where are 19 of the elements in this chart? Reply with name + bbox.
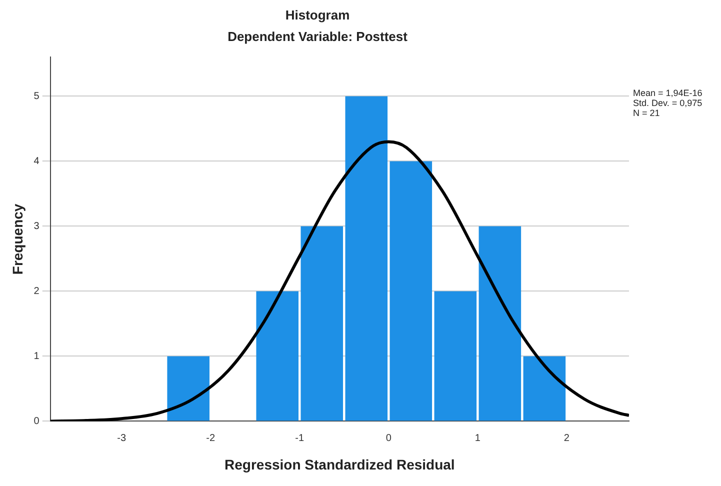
chart-title: Histogram [285, 7, 350, 22]
y-tick-label: 3 [34, 220, 40, 232]
text: Mean = 1,94E-16 [633, 88, 702, 98]
y-tick-label: 5 [34, 90, 40, 102]
x-tick-label: -1 [295, 432, 304, 444]
chart-subtitle: Dependent Variable: Posttest [228, 28, 408, 44]
y-tick-label: 1 [34, 350, 40, 362]
y-axis-title: Frequency [9, 204, 26, 275]
x-tick-label: 2 [564, 432, 570, 444]
y-tick-label: 2 [34, 286, 40, 297]
y-tick-label: 4 [34, 156, 40, 167]
x-tick-label: 0 [386, 432, 392, 444]
x-tick-label: 1 [474, 432, 481, 444]
x-axis-title: Regression Standardized Residual [224, 456, 455, 472]
y-tick-label: 0 [34, 416, 40, 427]
x-tick-label: -2 [206, 432, 216, 444]
x-tick-label: -3 [117, 432, 126, 444]
text: Std. Dev. = 0,975 [633, 98, 702, 108]
text: N = 21 [633, 108, 660, 118]
